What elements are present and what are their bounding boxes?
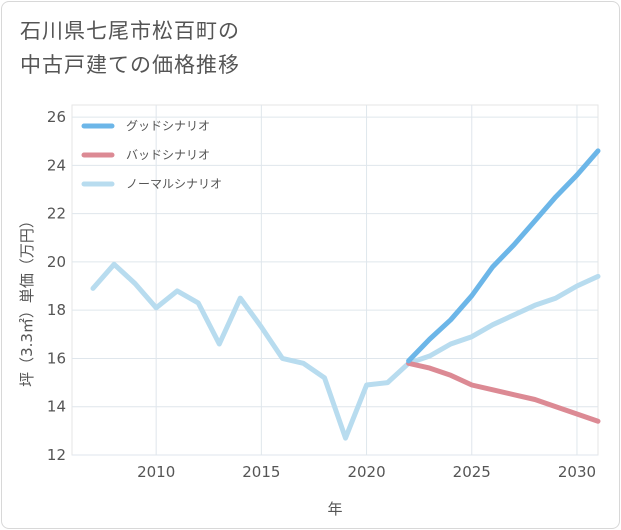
- legend-label: ノーマルシナリオ: [126, 177, 222, 191]
- series-line-1: [406, 360, 601, 424]
- chart-title: 石川県七尾市松百町の 中古戸建ての価格推移: [20, 14, 240, 82]
- series-line-0: [406, 148, 601, 364]
- legend-label: グッドシナリオ: [126, 119, 210, 133]
- legend-label: バッドシナリオ: [126, 148, 210, 162]
- y-tick-label: 18: [47, 301, 66, 319]
- series-lines: [90, 148, 601, 441]
- chart-title-line-1: 石川県七尾市松百町の: [20, 19, 240, 43]
- y-tick-label: 26: [47, 108, 66, 126]
- x-tick-label: 2020: [347, 463, 385, 481]
- x-tick-label: 2015: [242, 463, 280, 481]
- y-axis-label: 坪（3.3㎡）単価（万円）: [18, 213, 36, 387]
- plot-area: [71, 104, 599, 456]
- tick-labels: 2010 2015 2020 2025 2030 12 14 16 18 20 22 24 26: [47, 108, 596, 481]
- x-tick-label: 2010: [137, 463, 175, 481]
- chart-title-line-2: 中古戸建ての価格推移: [20, 53, 240, 77]
- x-tick-label: 2030: [558, 463, 596, 481]
- y-tick-label: 14: [47, 398, 66, 416]
- series-line-2: [90, 261, 601, 441]
- y-tick-label: 16: [47, 349, 66, 367]
- y-tick-label: 20: [47, 253, 66, 271]
- grid-lines: [72, 105, 598, 456]
- y-tick-label: 22: [47, 205, 66, 223]
- x-tick-label: 2025: [453, 463, 491, 481]
- y-tick-label: 12: [47, 446, 66, 464]
- x-axis-label: 年: [327, 500, 342, 518]
- y-tick-label: 24: [47, 156, 66, 174]
